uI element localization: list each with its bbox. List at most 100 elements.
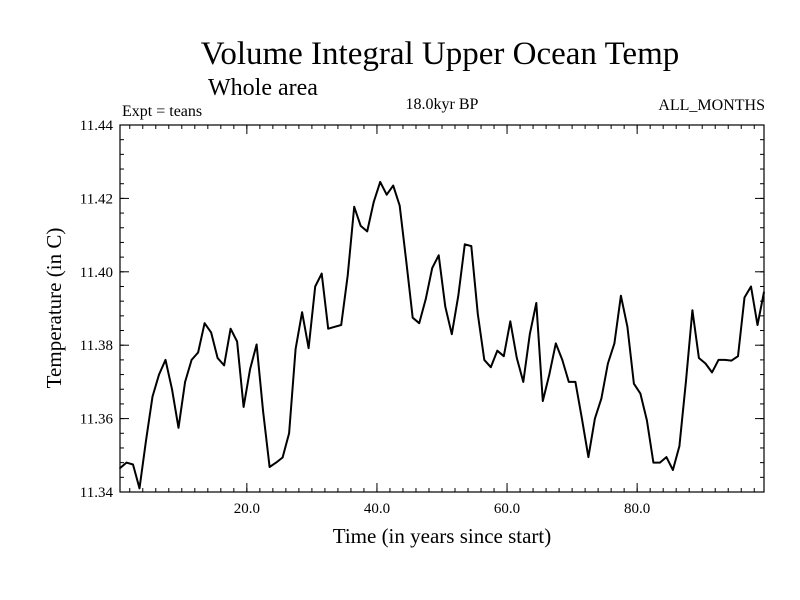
data-point xyxy=(158,373,160,376)
data-point xyxy=(522,381,525,383)
data-point xyxy=(639,392,642,395)
data-point xyxy=(398,204,401,207)
chart-subtitle: Whole area xyxy=(208,75,318,101)
data-point xyxy=(561,359,564,361)
x-tick-label: 80.0 xyxy=(624,501,650,517)
data-point xyxy=(750,285,752,288)
data-point xyxy=(197,351,199,354)
data-point xyxy=(672,469,674,471)
data-point xyxy=(288,432,290,435)
data-point xyxy=(633,382,635,385)
data-point xyxy=(229,327,232,330)
data-point xyxy=(119,467,121,469)
data-point xyxy=(294,348,297,350)
x-tick-labels: 20.0 40.0 60.0 80.0 xyxy=(234,501,651,517)
data-point xyxy=(405,260,408,262)
data-point xyxy=(483,359,486,361)
data-point xyxy=(756,324,759,326)
x-tick-label: 40.0 xyxy=(364,501,390,517)
y-tick-label: 11.34 xyxy=(80,485,114,501)
data-point xyxy=(216,357,219,359)
data-point xyxy=(327,327,330,330)
data-point xyxy=(620,294,622,297)
data-point xyxy=(392,184,395,187)
data-point xyxy=(691,309,694,312)
data-point xyxy=(171,388,173,391)
x-tick-label: 20.0 xyxy=(234,501,260,517)
data-point xyxy=(210,331,212,334)
data-point xyxy=(177,427,180,429)
data-point xyxy=(203,322,206,325)
y-tick-label: 11.44 xyxy=(80,118,114,134)
data-point xyxy=(542,400,544,402)
data-point xyxy=(184,381,186,383)
data-point xyxy=(457,294,460,297)
data-point xyxy=(164,359,167,361)
y-tick-labels: 11.34 11.36 11.38 11.40 11.42 11.44 xyxy=(80,118,114,501)
data-point xyxy=(724,359,726,361)
data-point xyxy=(340,324,343,326)
data-point xyxy=(555,342,557,345)
data-point xyxy=(301,311,303,314)
data-point xyxy=(236,340,238,343)
data-point xyxy=(145,439,147,442)
data-point xyxy=(737,355,739,358)
data-point xyxy=(678,445,681,447)
data-point xyxy=(275,461,277,464)
y-tick-label: 11.42 xyxy=(80,191,113,207)
data-point xyxy=(652,461,655,464)
x-tick-label: 60.0 xyxy=(494,501,520,517)
data-point xyxy=(698,357,700,359)
data-point xyxy=(574,381,577,383)
data-point xyxy=(490,366,492,369)
data-point xyxy=(359,225,362,227)
data-point xyxy=(262,410,264,413)
y-tick-label: 11.40 xyxy=(80,265,113,281)
data-point xyxy=(613,342,616,345)
data-point xyxy=(320,272,323,275)
y-tick-label: 11.38 xyxy=(80,338,113,354)
data-point xyxy=(594,417,596,420)
data-point xyxy=(372,201,375,203)
data-point xyxy=(509,320,512,323)
data-point xyxy=(431,267,434,269)
data-point xyxy=(366,230,369,233)
data-point xyxy=(477,313,479,315)
data-point xyxy=(646,419,648,422)
months-label: ALL_MONTHS xyxy=(658,97,765,114)
y-tick-label: 11.36 xyxy=(80,412,114,428)
data-point xyxy=(711,371,713,374)
data-point xyxy=(451,333,453,336)
data-point xyxy=(437,254,440,257)
x-axis-label: Time (in years since start) xyxy=(333,524,552,548)
data-point xyxy=(314,285,317,288)
data-point xyxy=(529,333,531,336)
temperature-series-line xyxy=(119,180,765,490)
data-point xyxy=(281,456,284,459)
plot-frame xyxy=(119,124,765,493)
data-point xyxy=(496,349,499,352)
data-point xyxy=(132,463,134,466)
data-point xyxy=(743,296,746,299)
data-point xyxy=(581,417,583,420)
data-point xyxy=(444,305,447,308)
data-point xyxy=(685,381,687,383)
data-point xyxy=(379,181,382,183)
data-point xyxy=(626,326,629,328)
data-point xyxy=(503,355,505,358)
data-point xyxy=(704,362,707,365)
data-point xyxy=(587,456,590,458)
data-point xyxy=(411,316,414,319)
data-point xyxy=(568,381,570,383)
data-point xyxy=(268,466,271,468)
data-point xyxy=(418,322,421,325)
data-point xyxy=(516,357,518,359)
data-point xyxy=(255,343,258,346)
data-point xyxy=(190,359,193,361)
data-point xyxy=(607,362,609,365)
axis-ticks xyxy=(120,124,764,493)
data-point xyxy=(223,364,225,367)
data-point xyxy=(138,487,141,490)
data-point xyxy=(242,406,245,408)
